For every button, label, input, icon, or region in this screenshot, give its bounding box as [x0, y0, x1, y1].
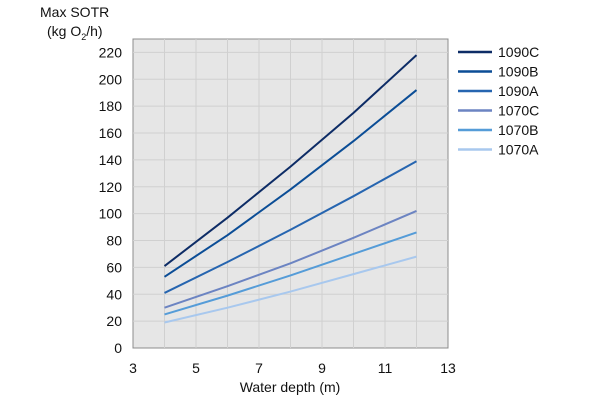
y-tick-label: 20	[106, 313, 122, 329]
x-tick-label: 11	[378, 360, 393, 376]
y-tick-label: 220	[99, 44, 123, 60]
y-tick-label: 80	[106, 233, 122, 249]
y-tick-label: 160	[99, 125, 123, 141]
series-line-1090C	[163, 54, 418, 267]
legend-label: 1070A	[498, 142, 539, 158]
y-tick-label: 120	[99, 179, 123, 195]
y-tick-label: 40	[106, 286, 122, 302]
y-tick-label: 200	[99, 71, 123, 87]
legend-label: 1090C	[498, 44, 539, 60]
x-axis-title: Water depth (m)	[240, 379, 341, 395]
legend-label: 1070C	[498, 103, 539, 119]
legend-label: 1090A	[498, 83, 539, 99]
y-tick-label: 180	[99, 98, 123, 114]
series-line-1070B	[164, 231, 417, 316]
x-tick-label: 7	[255, 360, 263, 376]
y-tick-label: 100	[99, 206, 123, 222]
y-tick-label: 140	[99, 152, 123, 168]
x-tick-label: 9	[318, 360, 326, 376]
x-tick-label: 13	[440, 360, 456, 376]
y-tick-label: 0	[114, 340, 122, 356]
series-line-1090B	[163, 89, 418, 278]
legend-label: 1070B	[498, 122, 538, 138]
y-axis-title-line1: Max SOTR	[40, 4, 109, 20]
series-line-1070C	[164, 210, 417, 309]
series-line-1070A	[164, 255, 417, 324]
x-tick-label: 5	[192, 360, 200, 376]
x-tick-label: 3	[129, 360, 137, 376]
legend-label: 1090B	[498, 64, 538, 80]
y-tick-label: 60	[106, 259, 122, 275]
y-axis-title-line2: (kg O2/h)	[47, 23, 103, 42]
series-line-1090A	[164, 160, 417, 294]
